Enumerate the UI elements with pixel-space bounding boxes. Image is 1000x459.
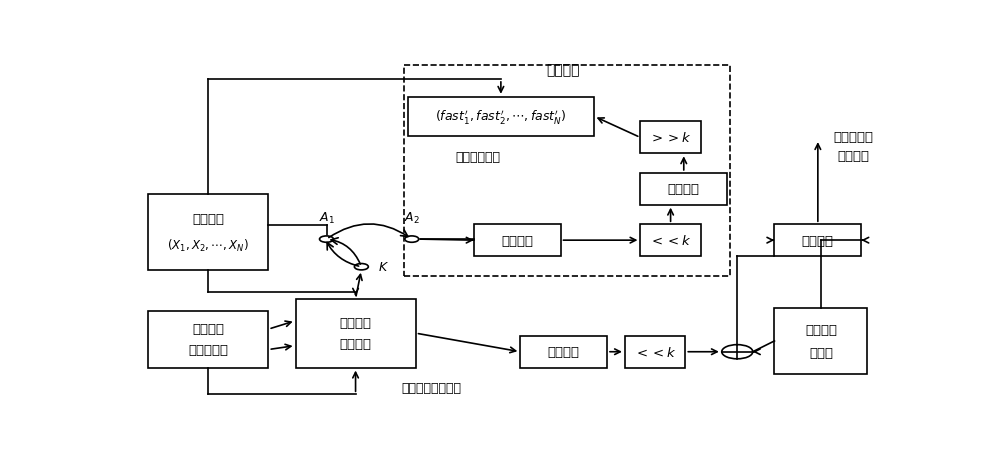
Text: 初值变更: 初值变更 — [546, 63, 580, 77]
FancyArrowPatch shape — [327, 243, 359, 267]
Text: 线性同余: 线性同余 — [805, 323, 837, 336]
FancyBboxPatch shape — [774, 308, 867, 374]
Text: 生成器: 生成器 — [809, 347, 833, 359]
FancyBboxPatch shape — [148, 195, 268, 271]
FancyBboxPatch shape — [296, 299, 416, 368]
FancyBboxPatch shape — [640, 225, 701, 257]
FancyBboxPatch shape — [474, 225, 561, 257]
FancyBboxPatch shape — [774, 225, 861, 257]
Text: $>>k$: $>>k$ — [649, 131, 692, 145]
Text: 最终输出的
二元序列: 最终输出的 二元序列 — [834, 131, 874, 163]
Text: 高维数字: 高维数字 — [340, 316, 372, 329]
Text: 混沌初值: 混沌初值 — [192, 212, 224, 225]
FancyBboxPatch shape — [640, 174, 727, 205]
FancyBboxPatch shape — [408, 97, 594, 136]
Text: 取绝对值: 取绝对值 — [501, 234, 533, 247]
Text: $(fast_1', fast_2', \cdots, fast_N')$: $(fast_1', fast_2', \cdots, fast_N')$ — [435, 108, 567, 126]
Text: $<<k$: $<<k$ — [649, 234, 692, 247]
Circle shape — [320, 236, 333, 243]
FancyBboxPatch shape — [640, 122, 701, 154]
Text: 取绝对值: 取绝对值 — [548, 346, 580, 358]
Text: $<<k$: $<<k$ — [634, 345, 676, 359]
Text: 混沌轨道: 混沌轨道 — [192, 323, 224, 336]
FancyBboxPatch shape — [625, 336, 685, 368]
Circle shape — [405, 236, 419, 243]
FancyArrowPatch shape — [329, 224, 408, 238]
FancyBboxPatch shape — [148, 311, 268, 368]
FancyBboxPatch shape — [520, 336, 607, 368]
FancyArrowPatch shape — [331, 238, 360, 264]
Text: 周期环监测: 周期环监测 — [188, 344, 228, 357]
Text: 按位取反: 按位取反 — [668, 183, 700, 196]
Text: 输出混沌迭代变量: 输出混沌迭代变量 — [401, 381, 461, 394]
Text: 更新后的初值: 更新后的初值 — [455, 151, 500, 164]
Text: $K$: $K$ — [378, 261, 389, 274]
Text: $(X_1, X_2, \cdots, X_N)$: $(X_1, X_2, \cdots, X_N)$ — [167, 237, 249, 253]
Text: $A_1$: $A_1$ — [319, 210, 334, 225]
Text: 二值量化: 二值量化 — [802, 234, 834, 247]
Text: 混沌系统: 混沌系统 — [340, 337, 372, 351]
Circle shape — [354, 264, 368, 270]
Text: $A_2$: $A_2$ — [404, 210, 420, 225]
